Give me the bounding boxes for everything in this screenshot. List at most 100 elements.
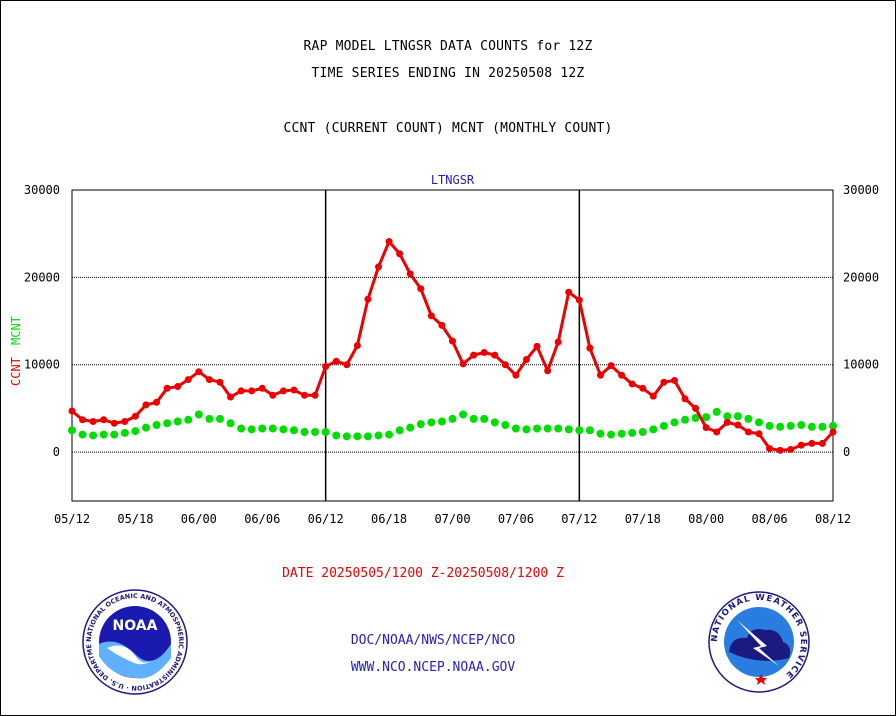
data-point-mcnt <box>322 428 330 436</box>
data-point-mcnt <box>216 415 224 423</box>
data-point-ccnt <box>142 401 149 408</box>
data-point-ccnt <box>164 385 171 392</box>
data-point-ccnt <box>312 392 319 399</box>
data-point-ccnt <box>301 392 308 399</box>
data-point-mcnt <box>586 426 594 434</box>
data-point-ccnt <box>544 367 551 374</box>
data-point-ccnt <box>682 395 689 402</box>
data-point-ccnt <box>90 418 97 425</box>
x-tick-label: 07/06 <box>498 512 534 526</box>
x-tick-label: 08/00 <box>688 512 724 526</box>
data-point-ccnt <box>132 413 139 420</box>
x-tick-label: 06/12 <box>308 512 344 526</box>
data-point-ccnt <box>460 360 467 367</box>
y-tick-label-right: 30000 <box>843 183 879 197</box>
data-point-mcnt <box>512 424 520 432</box>
data-point-ccnt <box>153 399 160 406</box>
data-point-ccnt <box>629 380 636 387</box>
data-point-mcnt <box>396 426 404 434</box>
data-point-ccnt <box>819 440 826 447</box>
data-point-mcnt <box>596 430 604 438</box>
data-point-ccnt <box>703 424 710 431</box>
panel-title: LTNGSR <box>431 173 475 187</box>
data-point-ccnt <box>534 343 541 350</box>
data-point-ccnt <box>586 345 593 352</box>
data-point-mcnt <box>797 421 805 429</box>
data-point-mcnt <box>205 415 213 423</box>
data-point-mcnt <box>491 418 499 426</box>
data-point-mcnt <box>565 425 573 433</box>
data-point-ccnt <box>766 445 773 452</box>
y-axis-label-ccnt: CCNT <box>9 357 23 386</box>
data-point-mcnt <box>385 431 393 439</box>
data-point-ccnt <box>745 428 752 435</box>
data-point-ccnt <box>407 270 414 277</box>
data-point-mcnt <box>818 423 826 431</box>
data-point-ccnt <box>491 352 498 359</box>
data-point-ccnt <box>417 285 424 292</box>
data-point-ccnt <box>787 446 794 453</box>
data-point-ccnt <box>565 289 572 296</box>
data-point-ccnt <box>798 442 805 449</box>
data-point-mcnt <box>618 430 626 438</box>
date-range-label: DATE 20250505/1200 Z-20250508/1200 Z <box>0 566 846 581</box>
data-point-mcnt <box>311 428 319 436</box>
data-point-mcnt <box>364 432 372 440</box>
data-point-mcnt <box>184 416 192 424</box>
data-point-mcnt <box>427 418 435 426</box>
x-tick-label: 05/18 <box>117 512 153 526</box>
data-point-mcnt <box>734 412 742 420</box>
data-point-ccnt <box>438 322 445 329</box>
data-point-mcnt <box>110 431 118 439</box>
data-point-mcnt <box>480 415 488 423</box>
data-point-mcnt <box>670 418 678 426</box>
data-point-mcnt <box>470 415 478 423</box>
data-point-ccnt <box>195 368 202 375</box>
data-point-mcnt <box>755 418 763 426</box>
data-point-ccnt <box>481 349 488 356</box>
data-point-ccnt <box>502 361 509 368</box>
y-tick-label-right: 0 <box>843 445 850 459</box>
data-point-ccnt <box>354 342 361 349</box>
y-axis-label-mcnt: MCNT <box>9 316 23 345</box>
noaa-logo-text: NOAA <box>113 618 158 634</box>
data-point-ccnt <box>597 372 604 379</box>
data-point-mcnt <box>174 418 182 426</box>
x-tick-label: 08/12 <box>815 512 851 526</box>
data-point-mcnt <box>522 425 530 433</box>
y-tick-label-left: 20000 <box>24 270 60 284</box>
data-point-mcnt <box>438 418 446 426</box>
data-point-ccnt <box>650 393 657 400</box>
data-point-ccnt <box>111 420 118 427</box>
data-point-mcnt <box>744 415 752 423</box>
data-point-mcnt <box>131 427 139 435</box>
data-point-ccnt <box>470 352 477 359</box>
x-tick-label: 06/00 <box>181 512 217 526</box>
data-point-mcnt <box>353 432 361 440</box>
data-point-mcnt <box>68 426 76 434</box>
data-point-ccnt <box>639 385 646 392</box>
data-point-ccnt <box>724 419 731 426</box>
data-point-ccnt <box>121 418 128 425</box>
data-point-ccnt <box>523 356 530 363</box>
data-point-ccnt <box>238 387 245 394</box>
nws-logo: NATIONAL WEATHER SERVICE <box>707 590 811 694</box>
data-point-mcnt <box>279 425 287 433</box>
y-tick-label-left: 30000 <box>24 183 60 197</box>
data-point-mcnt <box>121 429 129 437</box>
data-point-mcnt <box>142 424 150 432</box>
data-point-ccnt <box>375 263 382 270</box>
data-point-mcnt <box>227 419 235 427</box>
y-tick-label-right: 20000 <box>843 270 879 284</box>
data-point-mcnt <box>459 411 467 419</box>
data-point-ccnt <box>259 385 266 392</box>
data-point-mcnt <box>153 421 161 429</box>
data-point-mcnt <box>554 424 562 432</box>
x-tick-label: 07/18 <box>625 512 661 526</box>
data-point-mcnt <box>628 429 636 437</box>
data-point-mcnt <box>417 420 425 428</box>
data-point-ccnt <box>386 238 393 245</box>
data-point-ccnt <box>174 383 181 390</box>
y-tick-label-left: 0 <box>53 445 60 459</box>
noaa-logo: NATIONAL OCEANIC AND ATMOSPHERIC ADMINIS… <box>81 588 189 696</box>
